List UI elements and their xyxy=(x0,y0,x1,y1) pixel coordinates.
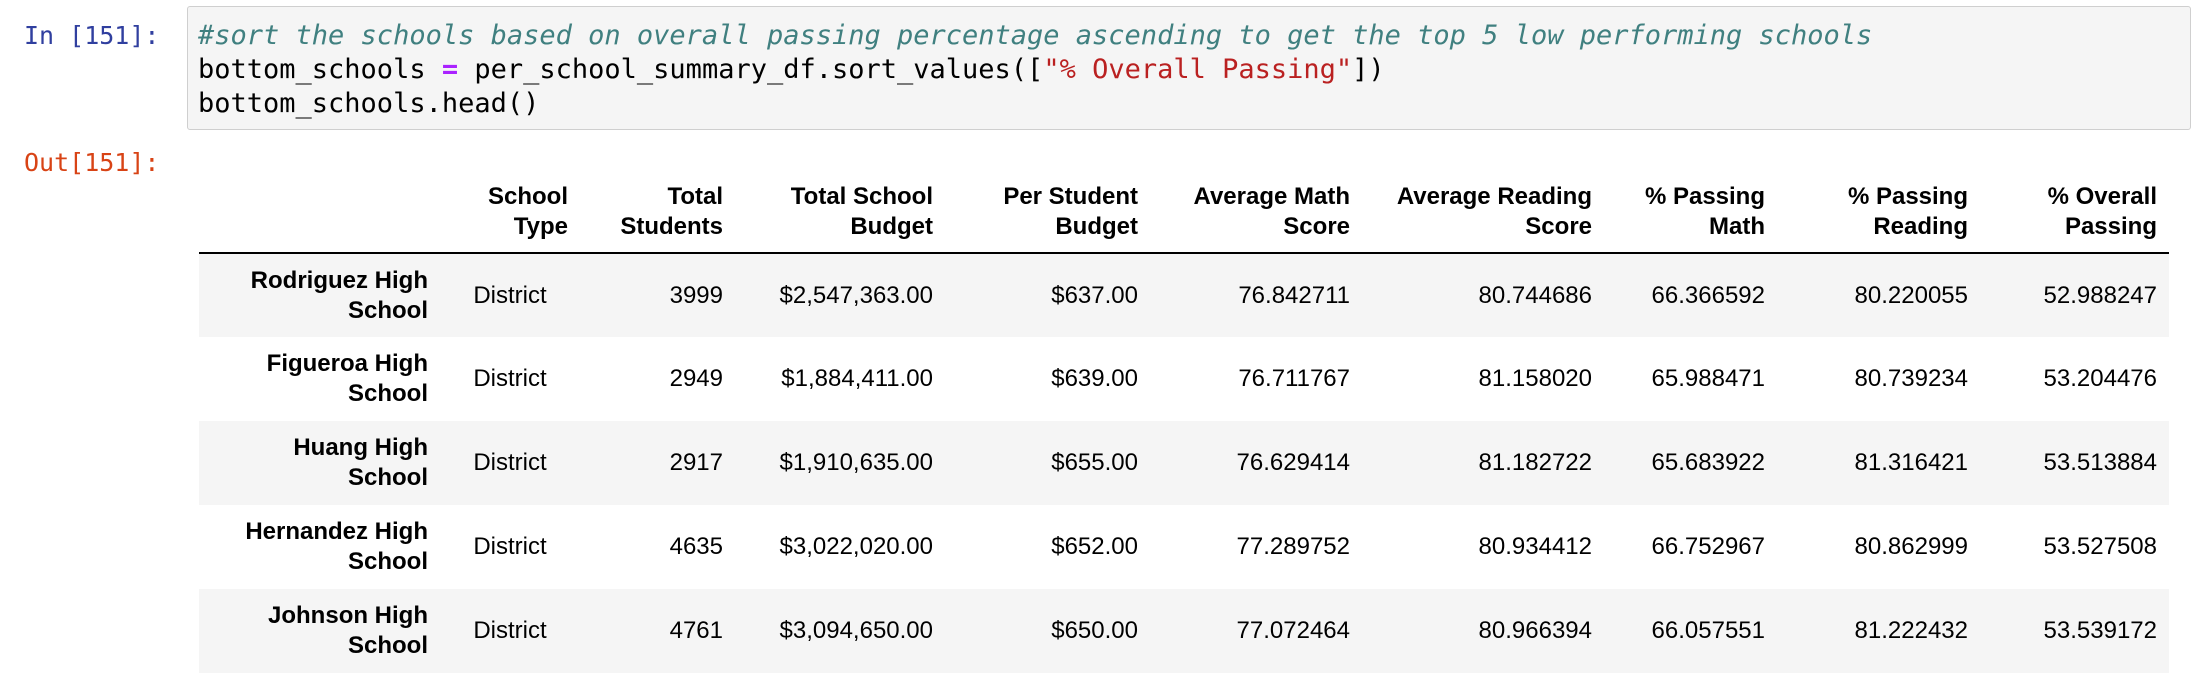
table-header: School Type Total Students Total School … xyxy=(199,176,2169,254)
code-head-call: bottom_schools.head() xyxy=(198,88,540,119)
output-prompt: Out[151]: xyxy=(24,148,160,177)
table-body: Rodriguez High School District 3999 $2,5… xyxy=(199,253,2169,673)
table-cell: 76.711767 xyxy=(1238,365,1350,392)
table-cell: 52.988247 xyxy=(2043,281,2157,309)
code-call-end: ]) xyxy=(1352,54,1385,85)
table-cell: 81.316421 xyxy=(1854,449,1968,476)
table-cell: District xyxy=(473,281,547,309)
table-cell: $652.00 xyxy=(1051,533,1138,560)
table-cell: 76.842711 xyxy=(1238,281,1350,309)
table-row: Huang High School District 2917 $1,910,6… xyxy=(199,421,2169,505)
table-cell: $650.00 xyxy=(1051,617,1138,644)
code-comment: #sort the schools based on overall passi… xyxy=(198,20,1873,51)
table-cell: $1,884,411.00 xyxy=(781,365,933,392)
table-cell: $1,910,635.00 xyxy=(779,449,933,476)
header-row: School Type Total Students Total School … xyxy=(199,176,2169,254)
table-cell: District xyxy=(473,617,547,644)
table-cell: 81.158020 xyxy=(1478,365,1592,392)
row-index: Rodriguez High School xyxy=(250,266,428,324)
table-cell: 53.539172 xyxy=(2043,617,2157,644)
column-header: % Passing Reading xyxy=(1777,176,1980,254)
table-row: Hernandez High School District 4635 $3,0… xyxy=(199,505,2169,589)
table-cell: 80.966394 xyxy=(1478,617,1592,644)
column-header: Total Students xyxy=(580,176,735,254)
table-cell: $3,022,020.00 xyxy=(779,533,933,560)
table-cell: 76.629414 xyxy=(1236,449,1350,476)
table-cell: 80.220055 xyxy=(1854,281,1968,309)
table-cell: 66.752967 xyxy=(1651,533,1765,560)
column-header: % Passing Math xyxy=(1604,176,1777,254)
code-operator: = xyxy=(441,54,459,85)
code-call: per_school_summary_df.sort_values([ xyxy=(458,54,1044,85)
table-row: Figueroa High School District 2949 $1,88… xyxy=(199,337,2169,421)
code-string: "% Overall Passing" xyxy=(1043,54,1353,85)
table-cell: 80.744686 xyxy=(1478,281,1592,309)
table-cell: $655.00 xyxy=(1051,449,1138,476)
table-cell: 80.934412 xyxy=(1478,533,1592,560)
output-area: School Type Total Students Total School … xyxy=(199,176,2169,673)
table-cell: $2,547,363.00 xyxy=(779,281,933,309)
table-cell: $637.00 xyxy=(1051,281,1138,309)
column-header: Per Student Budget xyxy=(945,176,1150,254)
table-cell: 4761 xyxy=(669,617,723,644)
table-cell: 80.739234 xyxy=(1854,365,1968,392)
table-cell: 2917 xyxy=(669,449,723,476)
column-header: School Type xyxy=(440,176,580,254)
table-cell: 66.366592 xyxy=(1651,281,1765,309)
column-header: Average Math Score xyxy=(1150,176,1362,254)
code-variable: bottom_schools xyxy=(198,54,442,85)
table-row: Rodriguez High School District 3999 $2,5… xyxy=(199,253,2169,337)
table-cell: 80.862999 xyxy=(1854,533,1968,560)
table-cell: 65.683922 xyxy=(1651,449,1765,476)
table-cell: 3999 xyxy=(669,281,723,309)
table-cell: $3,094,650.00 xyxy=(779,617,933,644)
table-cell: District xyxy=(473,449,547,476)
code-line-head: bottom_schools.head() xyxy=(198,87,2190,121)
code-line-comment: #sort the schools based on overall passi… xyxy=(198,19,2190,53)
table-cell: 53.513884 xyxy=(2043,449,2157,476)
code-line-sort: bottom_schools = per_school_summary_df.s… xyxy=(198,53,2190,87)
table-cell: 2949 xyxy=(669,365,723,392)
table-cell: 81.222432 xyxy=(1854,617,1968,644)
row-index: Hernandez High School xyxy=(245,518,428,575)
dataframe-table: School Type Total Students Total School … xyxy=(199,176,2169,673)
row-index: Huang High School xyxy=(293,434,428,491)
table-row: Johnson High School District 4761 $3,094… xyxy=(199,589,2169,673)
column-header: Total School Budget xyxy=(735,176,945,254)
column-header: % Overall Passing xyxy=(1980,176,2169,254)
row-index: Figueroa High School xyxy=(266,350,428,407)
table-cell: 4635 xyxy=(669,533,723,560)
input-prompt: In [151]: xyxy=(24,21,160,50)
table-cell: $639.00 xyxy=(1051,365,1138,392)
index-header xyxy=(199,176,440,254)
table-cell: 77.072464 xyxy=(1236,617,1350,644)
table-cell: 53.527508 xyxy=(2043,533,2157,560)
table-cell: District xyxy=(473,365,547,392)
table-cell: 77.289752 xyxy=(1236,533,1350,560)
column-header: Average Reading Score xyxy=(1362,176,1604,254)
table-cell: District xyxy=(473,533,547,560)
table-cell: 66.057551 xyxy=(1651,617,1765,644)
table-cell: 65.988471 xyxy=(1651,365,1765,392)
table-cell: 53.204476 xyxy=(2043,365,2157,392)
row-index: Johnson High School xyxy=(268,602,428,659)
table-cell: 81.182722 xyxy=(1478,449,1592,476)
code-input-area[interactable]: #sort the schools based on overall passi… xyxy=(187,6,2191,130)
